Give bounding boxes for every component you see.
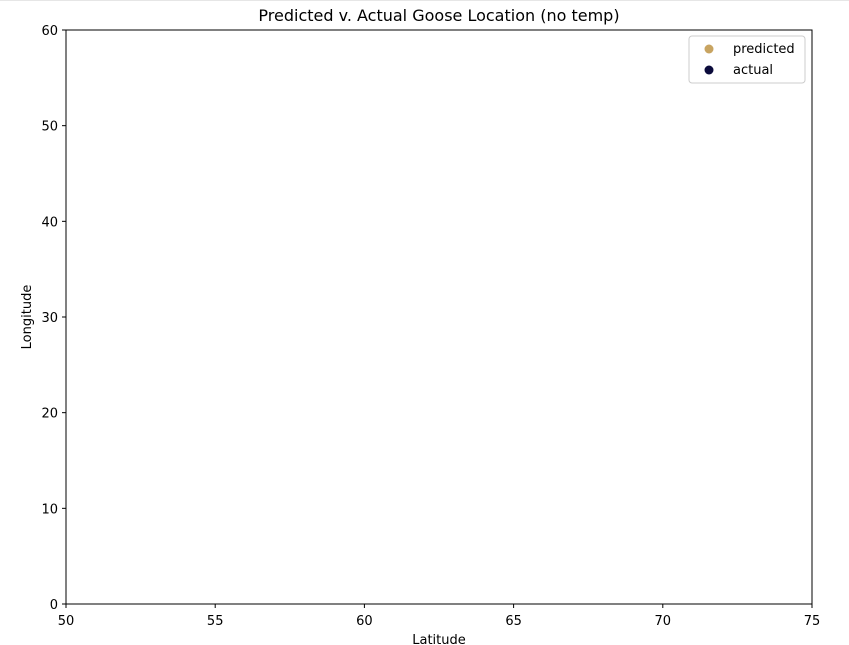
x-tick-label: 60 [356,614,373,629]
plot-area [65,29,813,605]
legend-box [688,35,806,84]
y-tick-label: 20 [41,407,58,422]
y-axis-label: Longitude [20,285,35,350]
y-tick-label: 10 [41,502,58,517]
legend-marker-predicted [704,44,714,54]
x-tick-label: 55 [207,614,224,629]
legend-label-predicted: predicted [733,42,795,57]
x-tick-label: 70 [655,614,672,629]
legend-label-actual: actual [733,63,773,78]
x-axis-ticks: 50 55 60 65 70 75 [58,604,821,629]
x-tick-label: 65 [505,614,522,629]
y-axis-ticks: 0 10 20 30 40 50 60 [41,24,66,613]
window-top-border [0,0,849,1]
x-tick-label: 75 [804,614,821,629]
legend: predicted actual [688,35,806,84]
legend-marker-actual [704,65,714,75]
y-tick-label: 40 [41,215,58,230]
x-axis-label: Latitude [412,633,466,645]
chart-title: Predicted v. Actual Goose Location (no t… [258,6,619,25]
x-tick-label: 50 [58,614,75,629]
y-tick-label: 50 [41,120,58,135]
y-tick-label: 60 [41,24,58,39]
y-tick-label: 30 [41,311,58,326]
y-tick-label: 0 [50,598,58,613]
